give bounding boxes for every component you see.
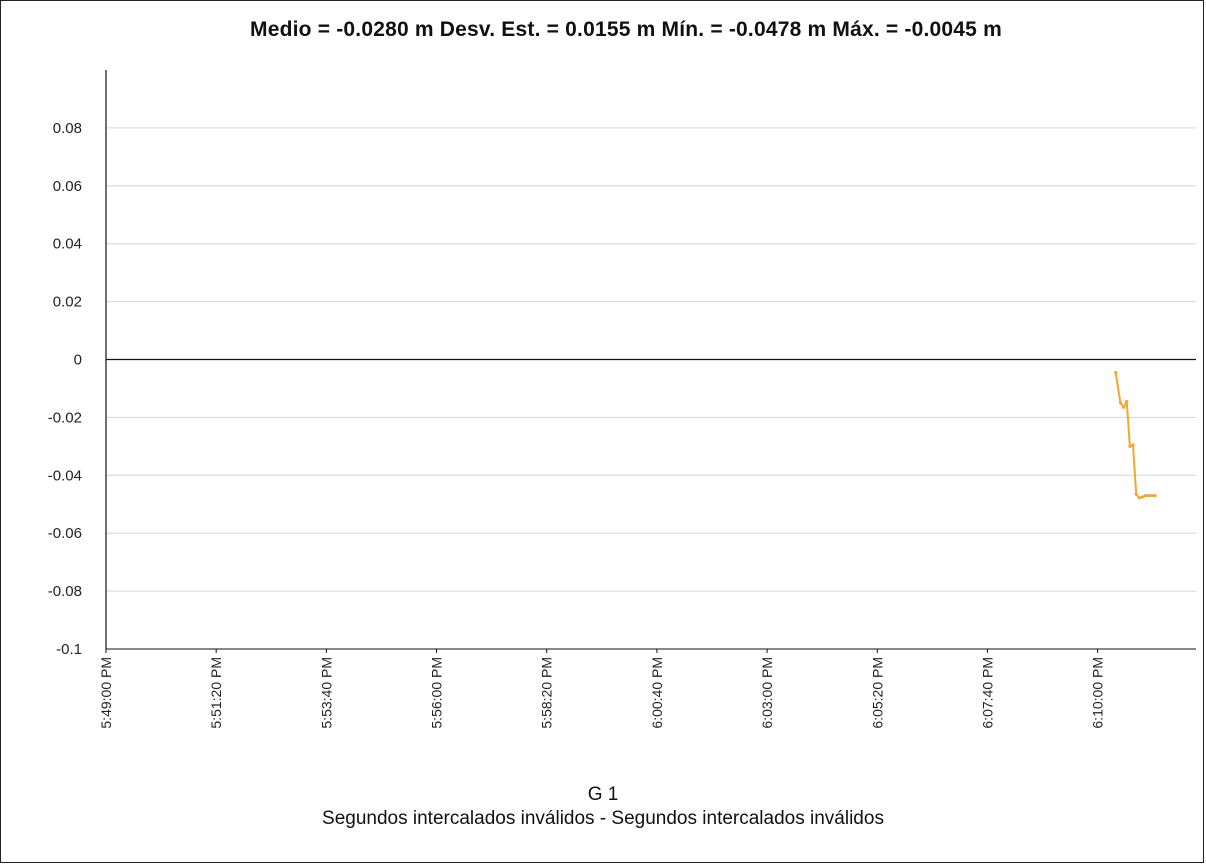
x-tick-label: 6:10:00 PM xyxy=(1090,657,1106,729)
y-tick-label: -0.08 xyxy=(48,583,82,600)
y-tick-label: 0.04 xyxy=(53,236,82,253)
x-tick-label: 6:03:00 PM xyxy=(759,657,775,729)
data-point xyxy=(1144,493,1148,498)
data-point xyxy=(1150,493,1154,498)
data-point xyxy=(1153,493,1157,498)
x-tick-label: 6:00:40 PM xyxy=(649,657,665,729)
y-tick-label: -0.02 xyxy=(48,409,82,426)
data-point xyxy=(1134,492,1138,496)
chart-title: Medio = -0.0280 m Desv. Est. = 0.0155 m … xyxy=(250,18,1002,41)
x-tick-label: 6:07:40 PM xyxy=(979,657,995,729)
y-tick-label: 0.02 xyxy=(53,294,82,311)
x-tick-label: 5:49:00 PM xyxy=(98,657,114,729)
chart-subtitle: Segundos intercalados inválidos - Segund… xyxy=(322,808,884,829)
y-tick-label: -0.04 xyxy=(48,467,82,484)
y-tick-label: -0.06 xyxy=(48,525,82,542)
data-point xyxy=(1114,370,1118,375)
data-point xyxy=(1121,405,1126,409)
x-tick-label: 6:05:20 PM xyxy=(869,657,885,729)
y-tick-label: 0 xyxy=(74,352,82,369)
x-tick-label: 5:53:40 PM xyxy=(318,657,334,729)
y-tick-label: 0.06 xyxy=(53,178,82,195)
data-point xyxy=(1131,443,1135,447)
x-tick-label: 5:58:20 PM xyxy=(539,657,555,729)
data-point xyxy=(1125,399,1129,404)
x-axis-label: G 1 xyxy=(587,784,619,805)
y-tick-label: 0.08 xyxy=(53,120,82,137)
y-tick-label: -0.1 xyxy=(56,641,82,658)
x-tick-label: 5:51:20 PM xyxy=(208,657,224,729)
data-point xyxy=(1140,495,1145,499)
data-point xyxy=(1118,401,1123,405)
data-point xyxy=(1147,493,1151,498)
x-tick-label: 5:56:00 PM xyxy=(429,657,445,729)
data-point xyxy=(1128,444,1132,448)
series-line xyxy=(1114,372,1156,499)
data-point xyxy=(1137,496,1141,500)
